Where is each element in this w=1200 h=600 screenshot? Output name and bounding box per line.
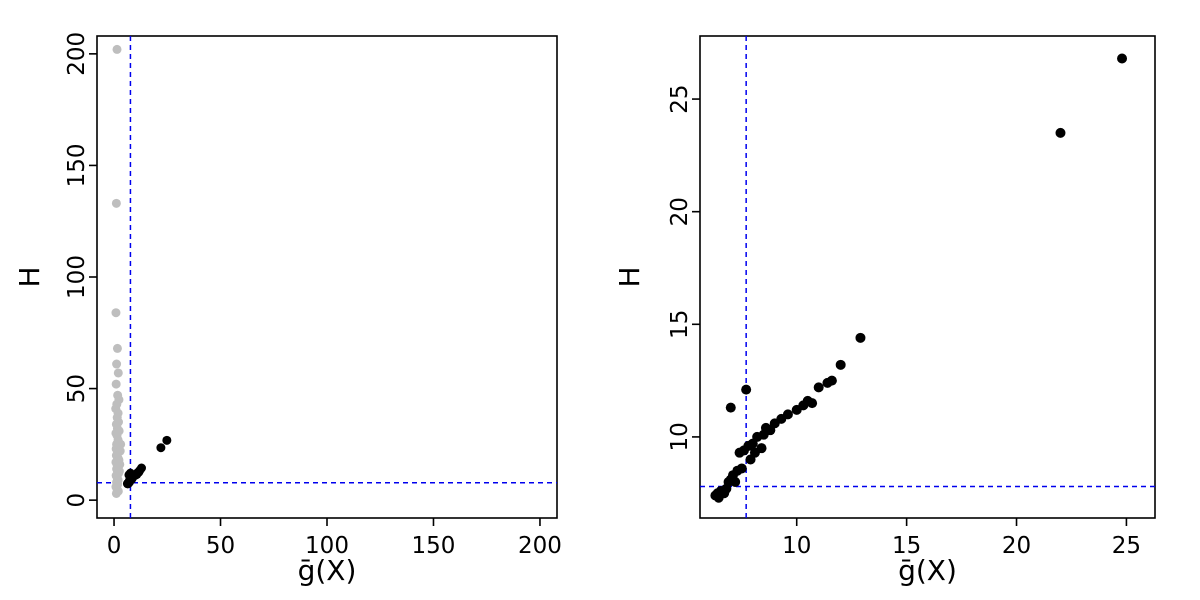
x-axis-label: ḡ(X) — [298, 554, 357, 587]
y-tick-label: 150 — [64, 143, 90, 187]
plot-box — [699, 35, 1156, 519]
selected-point — [756, 443, 767, 454]
selected-point — [813, 382, 824, 393]
x-tick-label: 200 — [518, 533, 562, 559]
y-tick-label: 20 — [667, 197, 693, 226]
selected-point — [835, 359, 846, 370]
x-tick-label: 0 — [107, 533, 122, 559]
selected-point — [855, 332, 866, 343]
y-tick-label: 200 — [64, 32, 90, 76]
excluded-point — [111, 308, 121, 318]
x-tick-label: 25 — [1112, 533, 1141, 559]
selected-point — [1055, 127, 1066, 138]
selected-point — [741, 384, 752, 395]
selected-point — [807, 398, 818, 409]
selected-point — [725, 402, 736, 413]
excluded-point — [113, 368, 123, 378]
excluded-point — [112, 44, 122, 54]
selected-point — [162, 435, 172, 445]
y-axis-label: H — [613, 266, 646, 287]
selected-point — [1117, 53, 1128, 64]
y-tick-label: 0 — [64, 493, 90, 508]
selected-point — [156, 443, 166, 453]
y-tick-label: 25 — [667, 84, 693, 113]
x-tick-label: 50 — [206, 533, 235, 559]
selected-point — [782, 409, 793, 420]
selected-point — [137, 463, 147, 473]
selected-point — [826, 375, 837, 386]
selected-point — [730, 476, 741, 487]
x-tick-label: 100 — [305, 533, 349, 559]
excluded-point — [111, 379, 121, 389]
y-tick-label: 15 — [667, 310, 693, 339]
x-tick-label: 10 — [782, 533, 811, 559]
selected-point — [736, 463, 747, 474]
scatter-plot-full-range: 0 50 100 150 200 0 50 100 150 200 ḡ(X) H — [13, 32, 562, 587]
excluded-point — [111, 198, 121, 208]
y-tick-label: 50 — [64, 374, 90, 403]
excluded-point — [112, 343, 122, 353]
y-axis-label: H — [13, 266, 46, 287]
x-tick-label: 20 — [1002, 533, 1031, 559]
y-tick-label: 10 — [667, 422, 693, 451]
scatter-plot-zoomed: 10 15 20 25 10 15 20 25 ḡ(X) H — [613, 35, 1156, 587]
y-tick-label: 100 — [64, 255, 90, 299]
plot-box — [96, 35, 558, 519]
excluded-point — [112, 359, 122, 369]
x-tick-label: 15 — [892, 533, 921, 559]
excluded-point — [111, 488, 121, 498]
x-axis-label: ḡ(X) — [898, 554, 957, 587]
x-tick-label: 150 — [412, 533, 456, 559]
